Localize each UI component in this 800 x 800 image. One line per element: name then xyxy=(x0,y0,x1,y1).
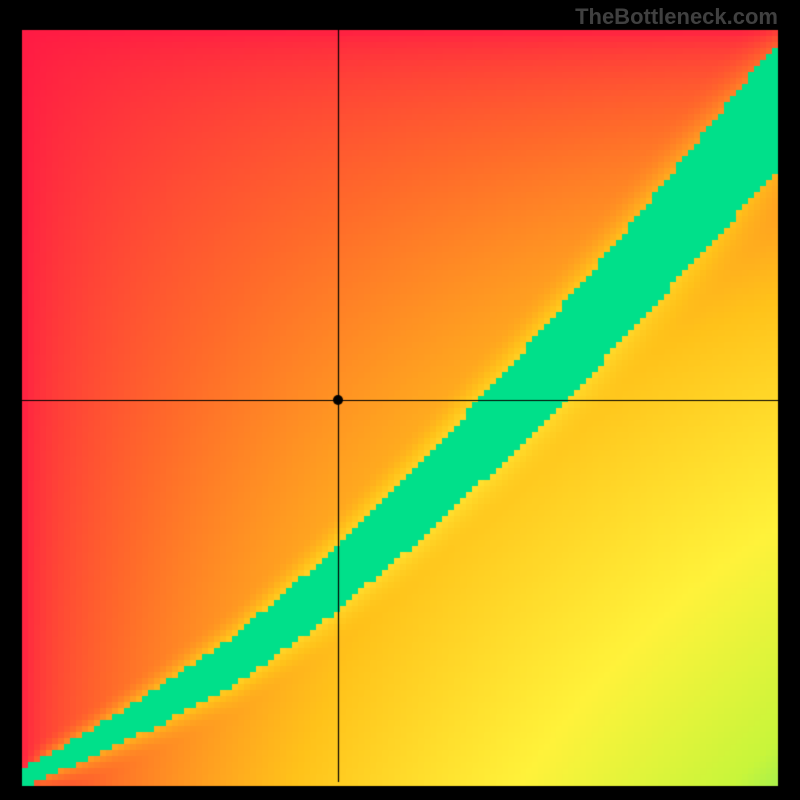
watermark-text: TheBottleneck.com xyxy=(575,4,778,30)
bottleneck-heatmap xyxy=(0,0,800,800)
chart-container: { "watermark": { "text": "TheBottleneck.… xyxy=(0,0,800,800)
